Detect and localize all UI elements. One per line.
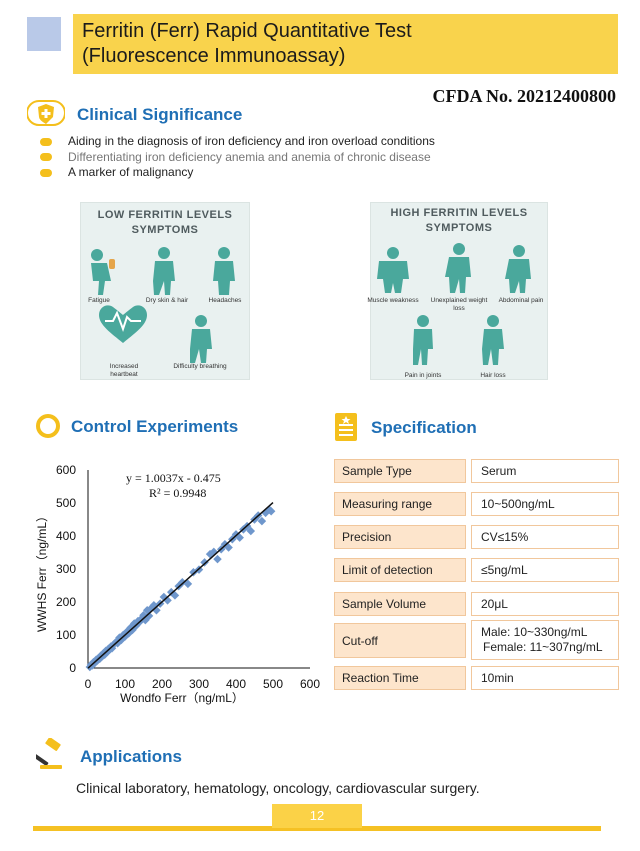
low-panel-title-line1: LOW FERRITIN LEVELS: [97, 209, 233, 221]
bullet-text: Differentiating iron deficiency anemia a…: [68, 149, 431, 164]
bullet-text: Aiding in the diagnosis of iron deficien…: [68, 134, 435, 148]
cut-off-female: Female: 11~307ng/mL: [483, 640, 603, 654]
y-tick-label: 500: [56, 496, 76, 510]
list-item: A marker of malignancy: [40, 165, 435, 181]
data-point: [246, 526, 256, 536]
low-panel-title-line2: SYMPTOMS: [131, 224, 199, 236]
clinical-bullet-list: Aiding in the diagnosis of iron deficien…: [40, 134, 435, 181]
x-tick-label: 0: [85, 677, 92, 691]
high-panel-title: HIGH FERRITIN LEVELS SYMPTOMS: [371, 206, 547, 236]
list-item: Aiding in the diagnosis of iron deficien…: [40, 134, 435, 150]
data-point: [257, 516, 267, 526]
spec-value-sample-volume: 20μL: [471, 592, 619, 616]
spec-label-reaction-time: Reaction Time: [334, 666, 466, 690]
spec-label-precision: Precision: [334, 525, 466, 549]
spec-value-cut-off: Male: 10~330ng/mL Female: 11~307ng/mL: [471, 620, 619, 660]
cut-off-male: Male: 10~330ng/mL: [481, 625, 588, 639]
page-title-line2: (Fluorescence Immunoassay): [82, 45, 346, 67]
low-panel-title: LOW FERRITIN LEVELS SYMPTOMS: [81, 208, 249, 238]
footer-bar: [33, 826, 601, 831]
x-tick-label: 100: [115, 677, 135, 691]
shield-plus-icon: [26, 98, 66, 128]
spec-value-precision: CV≤15%: [471, 525, 619, 549]
r-squared: R² = 0.9948: [149, 486, 206, 500]
symptom-dry-skin: Dry skin & hair: [145, 297, 189, 304]
data-point: [200, 558, 209, 567]
ring-icon: [34, 412, 62, 440]
bullet-text: A marker of malignancy: [68, 165, 194, 179]
list-item: Differentiating iron deficiency anemia a…: [40, 150, 435, 166]
symptom-difficulty-breathing: Difficulty breathing: [173, 363, 227, 370]
spec-value-measuring-range: 10~500ng/mL: [471, 492, 619, 516]
regression-equation: y = 1.0037x - 0.475: [126, 471, 221, 485]
bullet-icon: [40, 168, 52, 177]
y-tick-label: 100: [56, 628, 76, 642]
y-axis-label: WWHS Ferr（ng/mL）: [35, 510, 49, 632]
title-banner: [73, 14, 618, 74]
bullet-icon: [40, 153, 52, 162]
data-point: [213, 554, 222, 564]
specification-heading: Specification: [371, 418, 477, 437]
x-tick-label: 200: [152, 677, 172, 691]
spec-label-cut-off: Cut-off: [334, 623, 466, 658]
low-symptom-figures: [91, 247, 235, 363]
applications-text: Clinical laboratory, hematology, oncolog…: [76, 780, 480, 796]
control-experiments-heading: Control Experiments: [71, 417, 239, 436]
y-tick-label: 200: [56, 595, 76, 609]
bullet-icon: [40, 137, 52, 146]
correlation-scatter-chart: 0 100 200 300 400 500 600 0 100 200 300 400 500 600 y…: [35, 463, 320, 705]
symptom-pain-in-joints: Pain in joints: [404, 372, 442, 379]
spec-label-sample-volume: Sample Volume: [334, 592, 466, 616]
symptom-muscle-weakness: Muscle weakness: [367, 297, 419, 304]
high-panel-title-line2: SYMPTOMS: [425, 222, 493, 234]
x-tick-label: 500: [263, 677, 283, 691]
cfda-number: CFDA No. 20212400800: [432, 86, 617, 106]
y-tick-label: 300: [56, 562, 76, 576]
applications-heading: Applications: [80, 747, 183, 766]
spec-label-limit-of-detection: Limit of detection: [334, 558, 466, 582]
y-tick-label: 400: [56, 529, 76, 543]
data-point: [235, 533, 244, 542]
spec-label-sample-type: Sample Type: [334, 459, 466, 483]
y-tick-label: 0: [69, 661, 76, 675]
x-tick-label: 400: [226, 677, 246, 691]
x-axis-label: Wondfo Ferr（ng/mL）: [120, 691, 244, 705]
title-decoration: [27, 17, 61, 51]
y-tick-label: 600: [56, 463, 76, 477]
high-symptom-figures: [377, 243, 531, 365]
page-title: Ferritin (Ferr) Rapid Quantitative Test …: [82, 19, 412, 69]
high-panel-title-line1: HIGH FERRITIN LEVELS: [390, 207, 528, 219]
symptom-abdominal-pain: Abdominal pain: [498, 297, 544, 304]
regression-line: [87, 501, 274, 669]
symptom-weight-loss: Unexplained weight loss: [430, 297, 488, 312]
symptom-headaches: Headaches: [208, 297, 242, 304]
x-tick-label: 300: [189, 677, 209, 691]
clinical-significance-heading: Clinical Significance: [77, 105, 243, 124]
symptom-hair-loss: Hair loss: [480, 372, 506, 379]
high-ferritin-symptoms-figure: HIGH FERRITIN LEVELS SYMPTOMS Muscle wea…: [367, 202, 548, 380]
data-point: [224, 543, 233, 552]
gavel-icon: [33, 737, 68, 770]
data-point: [144, 611, 154, 621]
page-number: 12: [272, 804, 362, 828]
spec-value-limit-of-detection: ≤5ng/mL: [471, 558, 619, 582]
data-point: [170, 591, 180, 600]
symptom-fatigue: Fatigue: [88, 297, 110, 304]
symptom-increased-heartbeat: Increased heartbeat: [109, 363, 139, 378]
low-ferritin-symptoms-figure: LOW FERRITIN LEVELS SYMPTOMS Fatigue Dry…: [80, 202, 250, 380]
spec-value-sample-type: Serum: [471, 459, 619, 483]
spec-label-measuring-range: Measuring range: [334, 492, 466, 516]
x-tick-label: 600: [300, 677, 320, 691]
spec-value-reaction-time: 10min: [471, 666, 619, 690]
document-icon: [334, 412, 358, 442]
data-point: [183, 579, 193, 589]
page-title-line1: Ferritin (Ferr) Rapid Quantitative Test: [82, 20, 412, 42]
